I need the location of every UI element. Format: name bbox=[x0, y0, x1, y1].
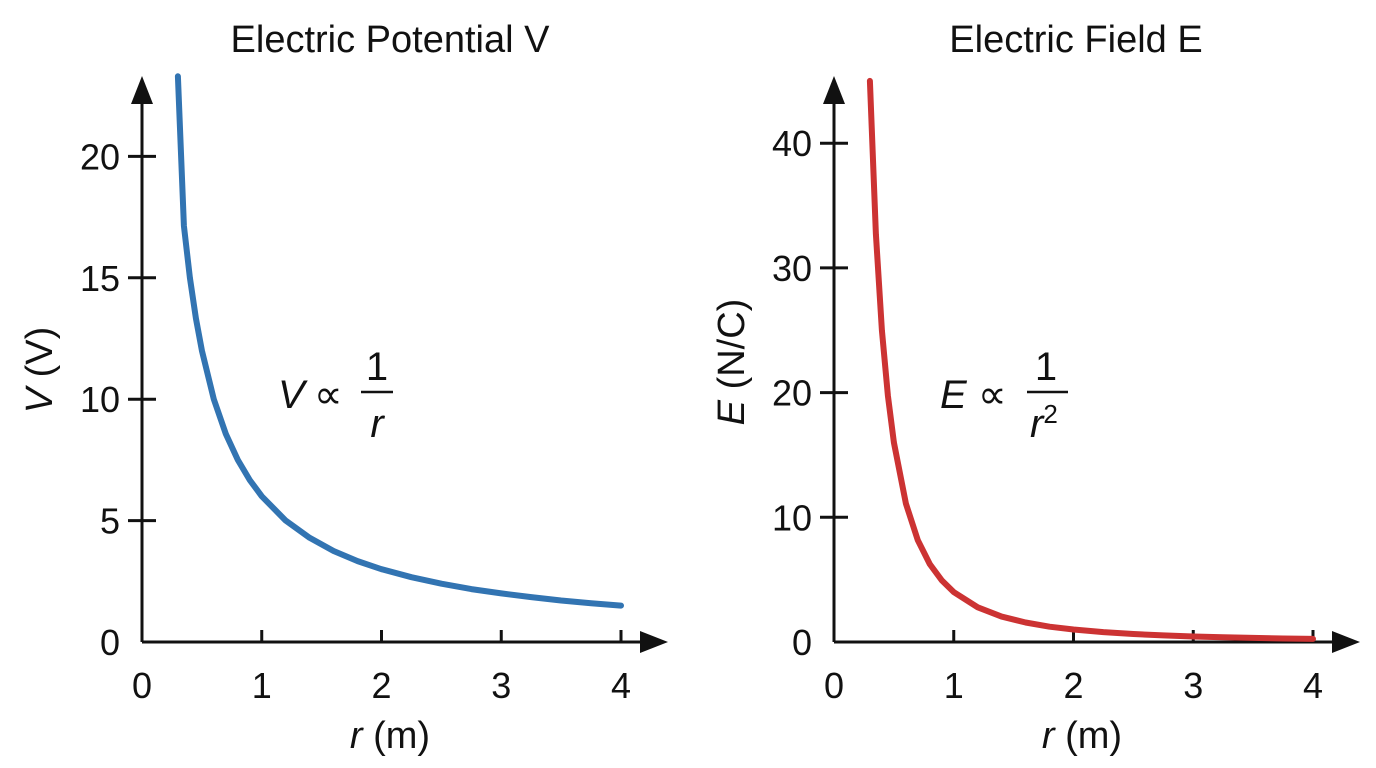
formula-lhs: E bbox=[940, 373, 968, 417]
proportionality-annotation: V ∝ 1 r bbox=[278, 345, 393, 446]
formula-denominator-variable: r bbox=[1030, 402, 1045, 446]
x-tick-label: 2 bbox=[1063, 665, 1083, 706]
x-tick-label: 0 bbox=[132, 665, 152, 706]
y-axis-label: E (N/C) bbox=[711, 299, 753, 426]
y-ticks: 0 5 10 15 20 bbox=[80, 136, 156, 663]
x-axis-unit: (m) bbox=[1055, 715, 1123, 757]
y-ticks: 0 10 20 30 40 bbox=[772, 123, 848, 663]
x-tick-label: 1 bbox=[944, 665, 964, 706]
x-tick-label: 3 bbox=[1183, 665, 1203, 706]
field-curve bbox=[866, 77, 1316, 642]
formula-numerator: 1 bbox=[1035, 345, 1057, 389]
x-axis-arrowhead bbox=[640, 631, 668, 653]
x-axis-label: r (m) bbox=[350, 715, 430, 757]
y-tick-label: 10 bbox=[772, 497, 812, 538]
proportionality-annotation: E ∝ 1 r2 bbox=[940, 345, 1068, 446]
x-axis-label: r (m) bbox=[1042, 715, 1122, 757]
y-tick-label: 40 bbox=[772, 123, 812, 164]
formula-denominator: r2 bbox=[1030, 399, 1058, 446]
y-axis-variable: V bbox=[19, 384, 61, 413]
x-tick-label: 2 bbox=[371, 665, 391, 706]
y-tick-label: 30 bbox=[772, 248, 812, 289]
y-tick-label: 0 bbox=[100, 622, 120, 663]
y-axis-unit: (V) bbox=[19, 327, 61, 388]
x-ticks: 0 1 2 3 4 bbox=[132, 630, 631, 706]
x-ticks: 0 1 2 3 4 bbox=[824, 630, 1323, 706]
formula-denominator-variable: r bbox=[370, 402, 385, 446]
x-tick-label: 4 bbox=[611, 665, 631, 706]
x-tick-label: 0 bbox=[824, 665, 844, 706]
y-axis-arrowhead bbox=[131, 76, 153, 104]
formula-denominator-exponent: 2 bbox=[1043, 399, 1057, 429]
y-tick-label: 15 bbox=[80, 258, 120, 299]
chart-title: Electric Field E bbox=[949, 19, 1202, 61]
formula-lhs: V bbox=[278, 373, 308, 417]
formula-denominator: r bbox=[370, 402, 385, 446]
y-axis-label: V (V) bbox=[19, 327, 61, 414]
potential-curve bbox=[174, 73, 624, 609]
y-tick-label: 10 bbox=[80, 379, 120, 420]
y-axis-unit: (N/C) bbox=[711, 299, 753, 400]
x-tick-label: 1 bbox=[252, 665, 272, 706]
y-tick-label: 0 bbox=[792, 622, 812, 663]
x-tick-label: 4 bbox=[1303, 665, 1323, 706]
formula-symbol: ∝ bbox=[978, 373, 1007, 417]
x-axis-variable: r bbox=[350, 715, 364, 757]
y-axis-variable: E bbox=[711, 399, 753, 425]
x-axis-variable: r bbox=[1042, 715, 1056, 757]
formula-symbol: ∝ bbox=[314, 373, 343, 417]
potential-chart: Electric Potential V 0 1 2 3 4 0 5 10 15 20 r (m… bbox=[19, 19, 668, 757]
y-tick-label: 20 bbox=[772, 373, 812, 414]
x-axis-arrowhead bbox=[1332, 631, 1360, 653]
x-axis-unit: (m) bbox=[363, 715, 431, 757]
chart-title: Electric Potential V bbox=[231, 19, 551, 61]
y-tick-label: 20 bbox=[80, 136, 120, 177]
y-tick-label: 5 bbox=[100, 501, 120, 542]
x-tick-label: 3 bbox=[491, 665, 511, 706]
field-chart: Electric Field E 0 1 2 3 4 0 10 20 30 40 r (m) E… bbox=[711, 19, 1360, 757]
formula-numerator: 1 bbox=[366, 345, 388, 389]
y-axis-arrowhead bbox=[823, 76, 845, 104]
